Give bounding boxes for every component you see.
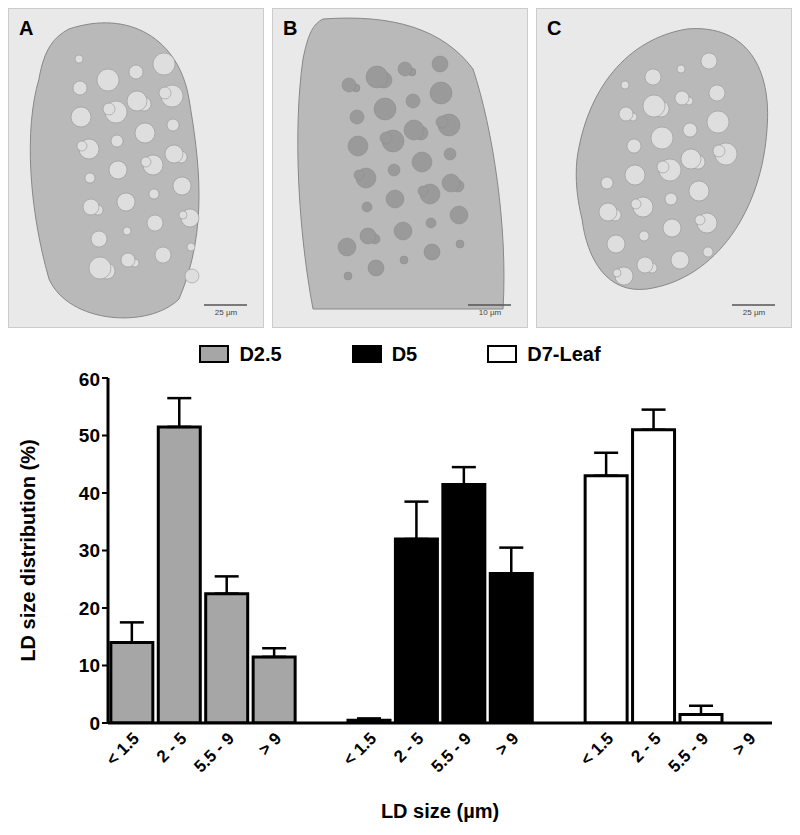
svg-text:60: 60 bbox=[79, 369, 100, 390]
svg-text:< 1.5: < 1.5 bbox=[103, 729, 144, 770]
html-text:25 µm: 25 µm bbox=[742, 308, 766, 317]
svg-text:40: 40 bbox=[79, 483, 100, 504]
svg-text:< 1.5: < 1.5 bbox=[577, 729, 618, 770]
svg-text:2 - 5: 2 - 5 bbox=[390, 729, 427, 766]
html-text:25 µm: 25 µm bbox=[214, 308, 238, 317]
html-text:B: B bbox=[283, 17, 298, 39]
svg-text:50: 50 bbox=[79, 425, 100, 446]
svg-text:30: 30 bbox=[79, 540, 100, 561]
svg-text:20: 20 bbox=[79, 598, 100, 619]
svg-text:LD size (µm): LD size (µm) bbox=[381, 800, 499, 822]
svg-text:> 9: > 9 bbox=[255, 729, 285, 759]
html-text:10 µm: 10 µm bbox=[478, 308, 502, 317]
svg-text:> 9: > 9 bbox=[492, 729, 522, 759]
svg-text:5.5 - 9: 5.5 - 9 bbox=[665, 729, 713, 777]
svg-text:< 1.5: < 1.5 bbox=[340, 729, 381, 770]
svg-text:LD size distribution (%): LD size distribution (%) bbox=[17, 439, 39, 661]
svg-text:10: 10 bbox=[79, 655, 100, 676]
svg-text:2 - 5: 2 - 5 bbox=[153, 729, 190, 766]
svg-text:> 9: > 9 bbox=[729, 729, 759, 759]
html-text:D5: D5 bbox=[391, 342, 418, 365]
svg-text:5.5 - 9: 5.5 - 9 bbox=[190, 729, 238, 777]
svg-text:5.5 - 9: 5.5 - 9 bbox=[428, 729, 476, 777]
svg-text:0: 0 bbox=[89, 713, 100, 734]
html-text:A: A bbox=[19, 17, 34, 39]
svg-text:2 - 5: 2 - 5 bbox=[627, 729, 664, 766]
html-text:C: C bbox=[547, 17, 562, 39]
html-text:D7-Leaf: D7-Leaf bbox=[527, 342, 601, 365]
html-text:D2.5: D2.5 bbox=[239, 342, 282, 365]
